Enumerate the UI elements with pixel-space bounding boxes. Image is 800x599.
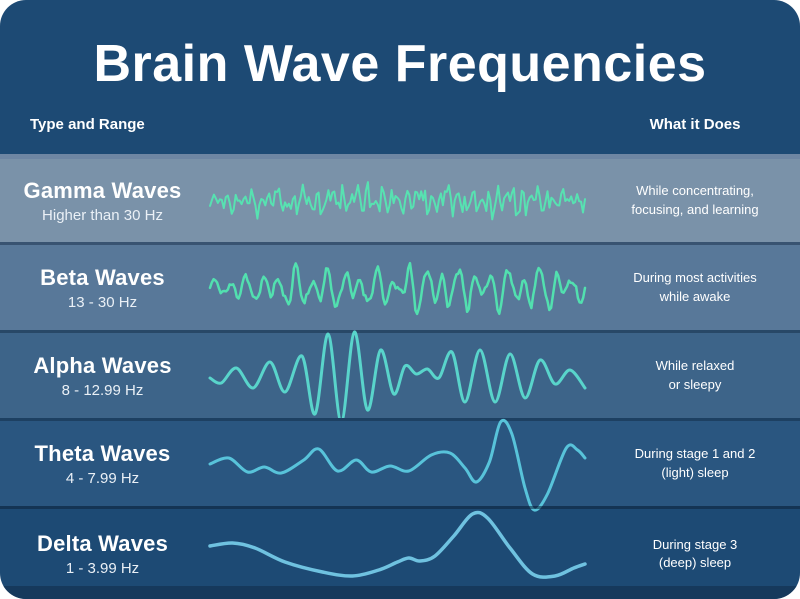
wave-description: During stage 3 (deep) sleep <box>652 536 738 570</box>
wave-name: Theta Waves <box>34 440 171 466</box>
wave-range: Higher than 30 Hz <box>42 206 163 224</box>
waveform-graphic <box>208 329 587 424</box>
wave-range: 1 - 3.99 Hz <box>65 560 140 577</box>
column-header-type-and-range: Type and Range <box>30 116 145 133</box>
waveform-graphic <box>208 261 587 315</box>
wave-description: While concentrating, focusing, and learn… <box>631 183 759 217</box>
wave-range: 8 - 12.99 Hz <box>61 381 144 399</box>
wave-row: Beta Waves 13 - 30 Hz During most activi… <box>0 242 800 330</box>
waveform-cell <box>205 159 590 243</box>
waveform-graphic <box>209 180 586 220</box>
wave-description: While relaxed or sleepy <box>655 358 735 392</box>
wave-type-cell: Theta Waves 4 - 7.99 Hz <box>0 441 205 487</box>
wave-row: Gamma Waves Higher than 30 Hz While conc… <box>0 154 800 242</box>
bottom-strip <box>0 586 800 599</box>
wave-type-cell: Alpha Waves 8 - 12.99 Hz <box>0 353 205 399</box>
wave-type-cell: Delta Waves 1 - 3.99 Hz <box>0 531 205 577</box>
waveform-cell <box>205 246 590 330</box>
column-header-spacer <box>205 116 590 134</box>
wave-range: 4 - 7.99 Hz <box>65 469 140 487</box>
page-title: Brain Wave Frequencies <box>93 35 707 93</box>
wave-name: Alpha Waves <box>33 352 172 378</box>
wave-name: Gamma Waves <box>23 177 182 203</box>
waveform-cell <box>205 329 590 424</box>
wave-description: During most activities while awake <box>633 270 757 304</box>
wave-type-cell: Gamma Waves Higher than 30 Hz <box>0 178 205 224</box>
wave-description: During stage 1 and 2 (light) sleep <box>634 446 756 480</box>
wave-rows: Gamma Waves Higher than 30 Hz While conc… <box>0 154 800 599</box>
wave-name: Delta Waves <box>37 531 168 556</box>
wave-name: Beta Waves <box>40 264 165 290</box>
waveform-graphic <box>208 418 587 512</box>
wave-type-cell: Beta Waves 13 - 30 Hz <box>0 265 205 311</box>
wave-range: 13 - 30 Hz <box>67 293 138 311</box>
waveform-cell <box>205 510 590 596</box>
waveform-graphic <box>208 510 587 579</box>
waveform-cell <box>205 418 590 512</box>
wave-row: Theta Waves 4 - 7.99 Hz During stage 1 a… <box>0 418 800 512</box>
column-header-what-it-does: What it Does <box>649 116 741 133</box>
wave-row: Delta Waves 1 - 3.99 Hz During stage 3 (… <box>0 506 800 599</box>
wave-row: Alpha Waves 8 - 12.99 Hz While relaxed o… <box>0 329 800 424</box>
column-headers: Type and Range What it Does <box>0 116 800 134</box>
